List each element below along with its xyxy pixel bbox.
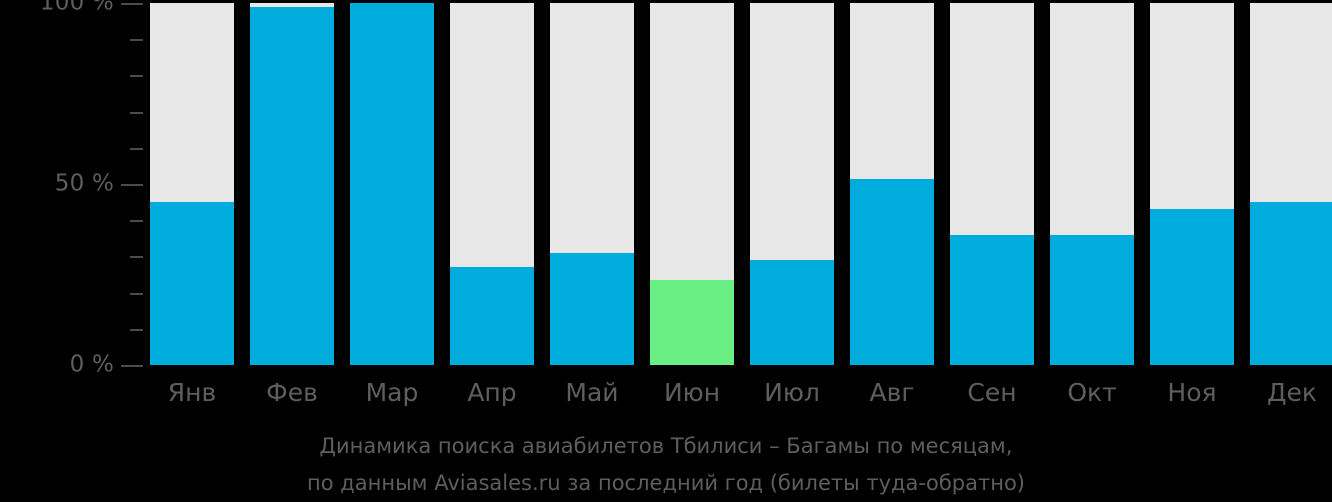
bar-column[interactable] [850, 3, 934, 365]
y-axis-tick [121, 184, 143, 186]
y-axis-tick-label: 100 % [39, 0, 114, 16]
x-axis-label-окт: Окт [1067, 378, 1117, 407]
y-axis: 0 % 50 % 100 % [0, 0, 150, 502]
bar-fill [1250, 202, 1332, 365]
bar-fill [450, 267, 534, 365]
bar-fill [250, 6, 334, 365]
bar-fill [550, 252, 634, 365]
x-axis-label-янв: Янв [167, 378, 217, 407]
x-axis-label-мар: Мар [365, 378, 419, 407]
y-axis-tick [121, 365, 143, 367]
plot-area [150, 3, 1332, 365]
bar-column[interactable] [1250, 3, 1332, 365]
bar-column[interactable] [950, 3, 1034, 365]
x-axis-label-июл: Июл [764, 378, 820, 407]
y-axis-tick-label: 0 % [69, 351, 114, 378]
bar-column[interactable] [650, 3, 734, 365]
x-axis-label-май: Май [565, 378, 619, 407]
bar-fill [1150, 209, 1234, 365]
y-axis-tick [130, 256, 143, 259]
y-axis-tick [130, 220, 143, 223]
y-axis-tick [130, 147, 143, 150]
y-axis-tick [130, 111, 143, 114]
x-axis-label-сен: Сен [967, 378, 1017, 407]
caption-line-1: Динамика поиска авиабилетов Тбилиси – Ба… [319, 434, 1013, 458]
y-axis-tick [130, 292, 143, 295]
bar-fill [150, 202, 234, 365]
bar-column[interactable] [1150, 3, 1234, 365]
bar-fill [750, 260, 834, 365]
x-axis-label-дек: Дек [1266, 378, 1317, 407]
chart-caption: Динамика поиска авиабилетов Тбилиси – Ба… [0, 428, 1332, 502]
bar-fill-highlighted [650, 279, 734, 365]
x-axis-label-июн: Июн [663, 378, 721, 407]
y-axis-tick [130, 75, 143, 78]
x-axis-label-авг: Авг [869, 378, 915, 407]
y-axis-tick-label: 50 % [54, 170, 114, 197]
x-axis-label-фев: Фев [266, 378, 318, 407]
bar-column[interactable] [550, 3, 634, 365]
bar-fill [950, 234, 1034, 365]
bar-column[interactable] [750, 3, 834, 365]
caption-line-2: по данным Aviasales.ru за последний год … [307, 471, 1025, 495]
y-axis-tick [130, 328, 143, 331]
bar-fill [1050, 234, 1134, 365]
bar-column[interactable] [250, 3, 334, 365]
bar-column[interactable] [150, 3, 234, 365]
x-axis-label-ноя: Ноя [1167, 378, 1217, 407]
y-axis-tick [121, 3, 143, 5]
bar-fill [850, 178, 934, 365]
x-axis-labels: Янв Фев Мар Апр Май Июн Июл Авг Сен Окт Ноя Дек [150, 378, 1332, 414]
bar-column[interactable] [450, 3, 534, 365]
bar-fill [350, 3, 434, 365]
y-axis-tick [130, 39, 143, 42]
x-axis-label-апр: Апр [467, 378, 517, 407]
bar-column[interactable] [1050, 3, 1134, 365]
bar-column[interactable] [350, 3, 434, 365]
